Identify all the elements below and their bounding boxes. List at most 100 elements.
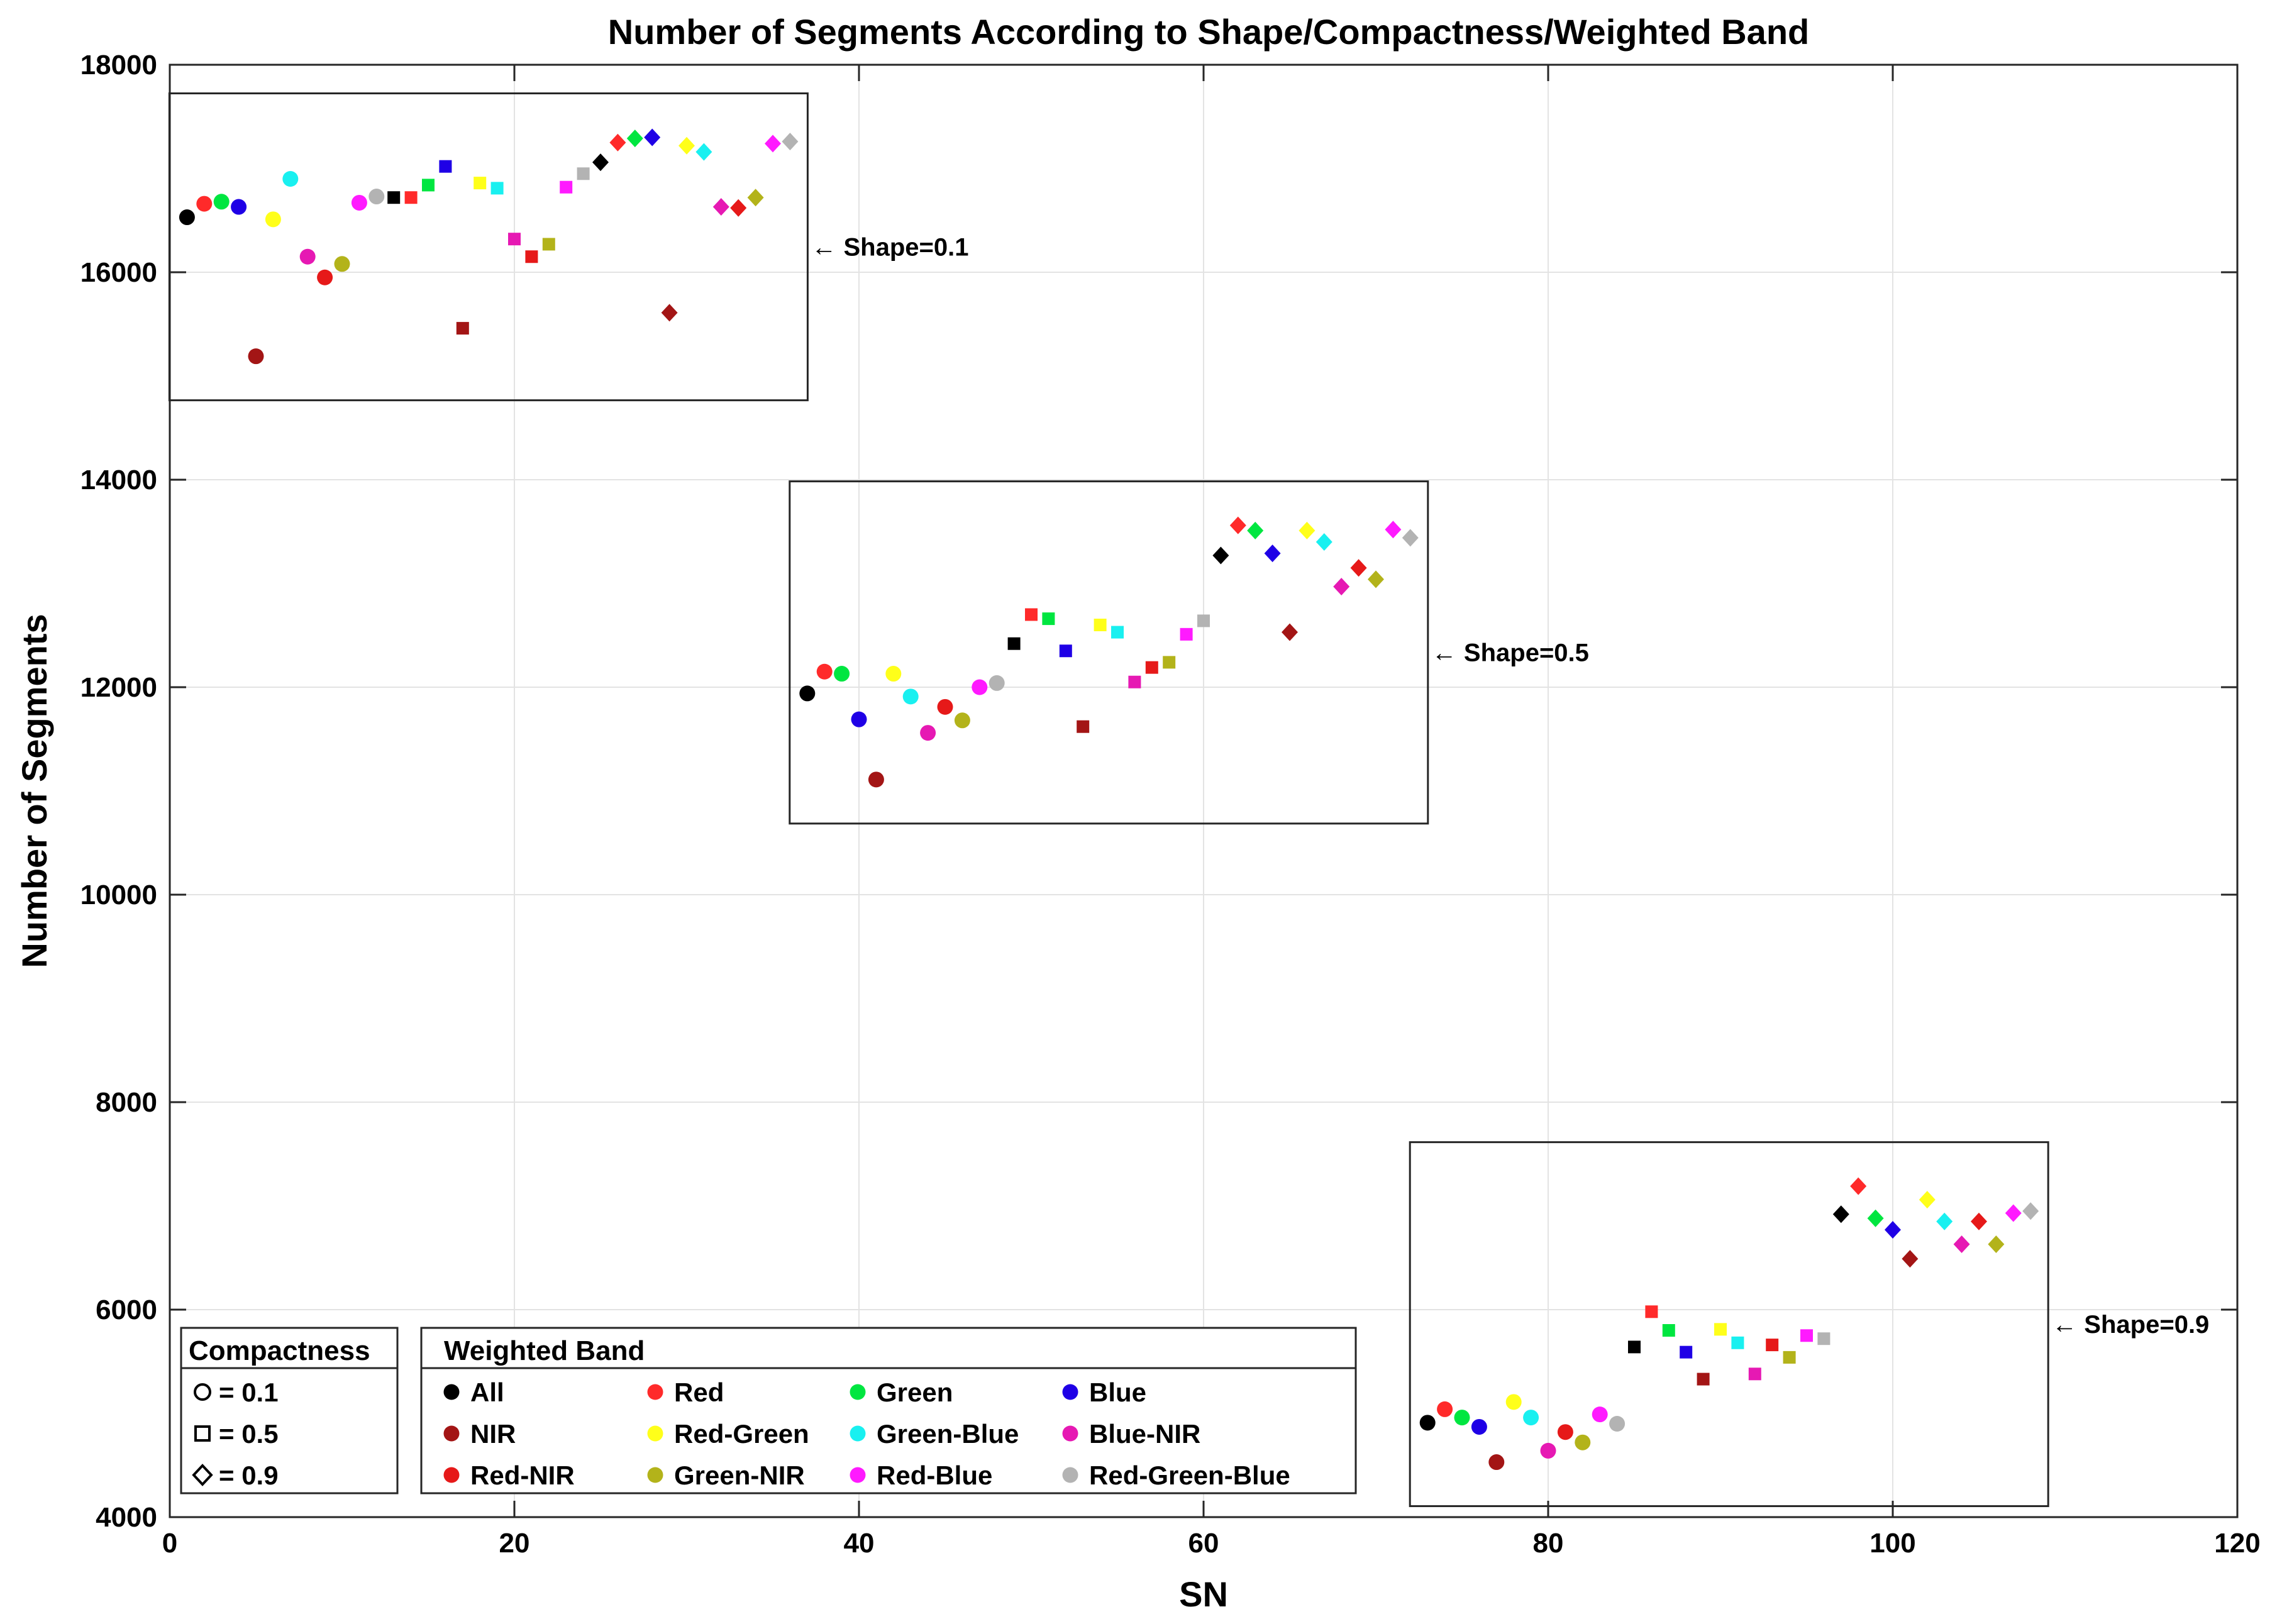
data-point	[1953, 1235, 1970, 1254]
data-point	[1488, 1454, 1505, 1471]
data-point	[1832, 1205, 1849, 1224]
data-point	[1077, 720, 1090, 733]
data-point	[1850, 1177, 1867, 1195]
data-point	[851, 711, 867, 727]
legend-band-item: Blue-NIR	[1089, 1419, 1200, 1449]
data-points	[179, 128, 2039, 1471]
data-point	[1971, 1212, 1987, 1230]
data-point	[560, 180, 573, 194]
data-point	[387, 191, 401, 204]
y-tick-label: 12000	[80, 672, 157, 703]
data-point	[422, 179, 435, 192]
data-point	[1163, 656, 1176, 669]
data-point	[1885, 1220, 1901, 1239]
shape-group-boxes: ← Shape=0.1 ← Shape=0.5 ← Shape=0.9	[168, 92, 2209, 1508]
data-point	[299, 248, 316, 265]
data-point	[490, 182, 504, 195]
data-point	[782, 133, 799, 151]
x-tick-label: 100	[1869, 1528, 1915, 1559]
y-tick-label: 6000	[96, 1295, 157, 1325]
data-point	[1419, 1415, 1436, 1431]
x-tick-label: 120	[2214, 1528, 2260, 1559]
data-point	[989, 675, 1005, 691]
data-point	[351, 194, 367, 211]
shape-group-label: ← Shape=0.9	[2052, 1311, 2209, 1339]
data-point	[1437, 1401, 1453, 1417]
data-point	[1557, 1424, 1573, 1440]
data-point	[1454, 1410, 1470, 1426]
data-point	[592, 153, 609, 172]
legend-band-box	[420, 1327, 1357, 1494]
data-point	[542, 238, 555, 251]
legend-band-swatch	[647, 1467, 663, 1483]
data-point	[1714, 1323, 1727, 1336]
data-point	[1919, 1191, 1936, 1209]
y-tick-label: 18000	[80, 50, 157, 80]
data-point	[1247, 521, 1264, 539]
data-point	[1094, 619, 1107, 631]
data-point	[1867, 1209, 1884, 1227]
data-point	[1748, 1367, 1761, 1381]
data-point	[1282, 623, 1298, 641]
legend-band-item: Red-NIR	[470, 1461, 575, 1490]
legend-compactness-item: = 0.1	[219, 1378, 279, 1407]
legend-compactness-item: = 0.9	[219, 1461, 279, 1490]
legend-band-swatch	[850, 1467, 866, 1483]
data-point	[885, 666, 902, 682]
data-point	[1783, 1351, 1796, 1364]
legend-band-swatch	[443, 1467, 460, 1483]
x-tick-label: 60	[1188, 1528, 1219, 1559]
data-point	[1368, 570, 1384, 588]
data-point	[1197, 614, 1210, 627]
legend-compactness-item: = 0.5	[219, 1419, 279, 1449]
data-point	[1111, 626, 1124, 639]
data-point	[1264, 544, 1281, 563]
data-point	[1007, 637, 1021, 650]
data-point	[712, 198, 729, 216]
shape-group-label: ← Shape=0.5	[1432, 639, 1589, 667]
y-tick-label: 10000	[80, 880, 157, 910]
data-point	[231, 199, 247, 215]
data-point	[1471, 1418, 1487, 1435]
data-point	[1042, 612, 1055, 626]
data-point	[1645, 1305, 1658, 1318]
data-point	[661, 304, 678, 322]
data-point	[1680, 1345, 1693, 1359]
grid-lines	[170, 65, 2237, 1517]
legend-band-swatch	[850, 1425, 866, 1442]
data-point	[1609, 1416, 1626, 1432]
data-point	[1180, 627, 1193, 641]
data-point	[1145, 661, 1158, 674]
data-point	[2005, 1204, 2022, 1222]
legend-compactness: Compactness = 0.1 = 0.5 = 0.9	[180, 1327, 399, 1494]
data-point	[179, 209, 195, 226]
legend-band-item: Red-Green-Blue	[1089, 1461, 1290, 1490]
axis-ticks: 0 20 40 60 80 100 120 4000 6000 8000 10000 12000 140…	[80, 50, 2261, 1559]
data-point	[1800, 1329, 1813, 1342]
data-point	[1817, 1332, 1831, 1345]
data-point	[902, 688, 919, 705]
data-point	[474, 177, 487, 190]
legend-weighted-band: Weighted Band All Red Green Blue NIR Red-Gree…	[420, 1327, 1357, 1494]
legend-band-swatch	[647, 1425, 663, 1442]
legend-band-item: Green-NIR	[674, 1461, 805, 1490]
data-point	[525, 250, 538, 263]
data-point	[868, 771, 884, 788]
data-point	[1902, 1250, 1919, 1268]
legend-compactness-box	[180, 1327, 399, 1494]
data-point	[1936, 1212, 1953, 1230]
y-tick-label: 4000	[96, 1502, 157, 1533]
data-point	[508, 233, 521, 246]
legend-band-swatch	[647, 1384, 663, 1400]
data-point	[1333, 577, 1350, 595]
shape-group-box	[789, 480, 1429, 825]
x-axis-label: SN	[1179, 1574, 1228, 1614]
data-point	[404, 191, 418, 204]
data-point	[626, 130, 643, 148]
data-point	[1025, 608, 1038, 621]
legend-band-swatch	[1062, 1467, 1078, 1483]
data-point	[834, 666, 850, 682]
legend-compactness-title: Compactness	[189, 1335, 370, 1366]
data-point	[816, 663, 833, 680]
